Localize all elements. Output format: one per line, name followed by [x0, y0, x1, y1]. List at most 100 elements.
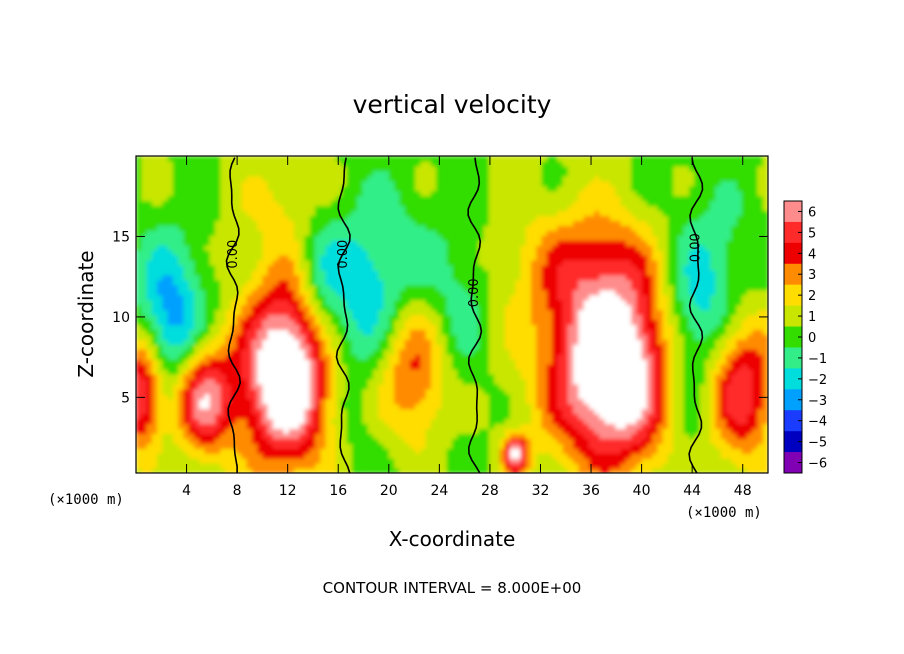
field-cell	[225, 398, 232, 405]
field-cell	[230, 378, 237, 385]
field-cell	[193, 339, 200, 345]
field-cell	[536, 269, 543, 276]
field-cell	[272, 205, 279, 212]
field-cell	[146, 165, 153, 172]
field-cell	[531, 264, 537, 271]
field-cell	[409, 388, 416, 395]
field-cell	[473, 235, 479, 241]
field-cell	[151, 235, 158, 241]
field-cell	[262, 220, 269, 226]
field-cell	[452, 443, 458, 449]
field-cell	[267, 334, 274, 340]
field-cell	[336, 443, 342, 449]
field-cell	[399, 180, 406, 187]
field-cell	[520, 165, 527, 172]
field-cell	[383, 364, 390, 370]
field-cell	[452, 393, 458, 400]
field-cell	[541, 190, 548, 197]
field-cell	[478, 205, 485, 212]
field-cell	[199, 398, 206, 405]
field-cell	[167, 215, 174, 221]
field-cell	[225, 299, 232, 306]
field-cell	[251, 279, 258, 286]
field-cell	[452, 165, 458, 172]
field-cell	[241, 364, 248, 370]
field-cell	[536, 383, 543, 390]
field-cell	[536, 299, 543, 306]
field-cell	[425, 215, 432, 221]
field-cell	[330, 160, 337, 167]
field-cell	[183, 334, 190, 340]
field-cell	[373, 413, 379, 420]
field-cell	[452, 235, 458, 241]
field-cell	[515, 279, 522, 286]
field-cell	[531, 190, 537, 197]
field-cell	[141, 235, 148, 241]
field-cell	[457, 364, 464, 370]
field-cell	[452, 190, 458, 197]
field-cell	[483, 269, 490, 276]
field-cell	[478, 200, 485, 207]
field-cell	[441, 413, 448, 420]
field-cell	[183, 443, 190, 449]
field-cell	[441, 156, 448, 162]
field-cell	[478, 388, 485, 395]
field-cell	[520, 398, 527, 405]
field-cell	[367, 468, 374, 473]
field-cell	[520, 393, 527, 400]
field-cell	[341, 324, 348, 330]
field-cell	[199, 383, 206, 390]
field-cell	[409, 413, 416, 420]
field-cell	[162, 433, 169, 439]
field-cell	[441, 468, 448, 473]
field-cell	[172, 205, 179, 212]
field-cell	[351, 463, 358, 469]
field-cell	[399, 344, 406, 350]
field-cell	[378, 418, 385, 425]
field-cell	[373, 299, 379, 306]
field-cell	[151, 423, 158, 430]
field-cell	[494, 215, 500, 221]
field-cell	[341, 314, 348, 321]
field-cell	[272, 269, 279, 276]
field-cell	[193, 453, 200, 459]
field-cell	[141, 215, 148, 221]
field-cell	[262, 423, 269, 430]
field-cell	[488, 289, 495, 296]
field-cell	[136, 250, 142, 256]
field-cell	[309, 220, 316, 226]
field-cell	[241, 195, 248, 202]
field-cell	[420, 215, 427, 221]
field-cell	[536, 388, 543, 395]
field-cell	[441, 324, 448, 330]
field-cell	[320, 235, 327, 241]
field-cell	[357, 364, 364, 370]
field-cell	[320, 408, 327, 415]
field-cell	[536, 418, 543, 425]
field-cell	[509, 388, 516, 395]
field-cell	[262, 210, 269, 217]
field-cell	[494, 255, 500, 261]
field-cell	[341, 453, 348, 459]
field-cell	[373, 383, 379, 390]
field-cell	[346, 205, 353, 212]
field-cell	[320, 368, 327, 375]
field-cell	[167, 235, 174, 241]
field-cell	[299, 250, 306, 256]
field-cell	[399, 373, 406, 380]
field-cell	[520, 190, 527, 197]
field-cell	[309, 274, 316, 281]
field-cell	[141, 458, 148, 464]
field-cell	[267, 299, 274, 306]
field-cell	[446, 339, 453, 345]
field-cell	[309, 438, 316, 444]
field-cell	[220, 289, 227, 296]
field-cell	[141, 324, 148, 330]
field-cell	[446, 225, 453, 231]
field-cell	[320, 220, 327, 226]
field-cell	[162, 200, 169, 207]
field-cell	[483, 403, 490, 410]
field-cell	[504, 354, 511, 360]
field-cell	[204, 269, 211, 276]
field-cell	[262, 245, 269, 251]
